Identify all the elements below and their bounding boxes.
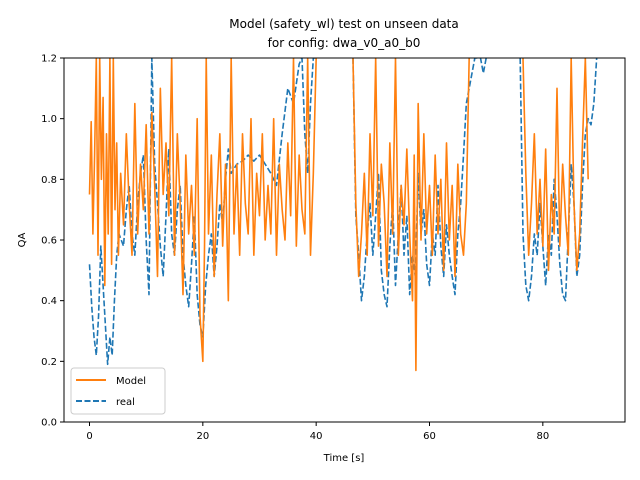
x-axis-label: Time [s] [323, 453, 365, 464]
ticks-layer: 0 20 40 60 80 0.0 0.2 0.4 0.6 0.8 1.0 1.2 [41, 54, 549, 443]
y-tick-label: 1.0 [41, 114, 57, 125]
x-tick-label: 40 [310, 431, 323, 442]
series-line-real [88, 58, 598, 366]
y-tick-label: 0.0 [41, 418, 57, 429]
legend-model-label: Model [116, 376, 146, 387]
chart-title-line-2: for config: dwa_v0_a0_b0 [268, 36, 421, 50]
x-tick-label: 20 [196, 431, 209, 442]
y-tick-label: 0.8 [41, 175, 57, 186]
y-tick-label: 0.2 [41, 357, 57, 368]
y-tick-label: 1.2 [41, 54, 57, 65]
series-layer [88, 58, 598, 372]
y-tick-label: 0.4 [41, 296, 57, 307]
x-tick-label: 60 [423, 431, 436, 442]
plot-frame [63, 57, 626, 423]
y-axis-label: QA [17, 232, 28, 247]
y-tick-label: 0.6 [41, 236, 57, 247]
x-tick-label: 0 [86, 431, 92, 442]
series-line-model [88, 58, 589, 372]
legend: Model real [70, 367, 166, 415]
legend-real-label: real [116, 397, 135, 408]
x-tick-label: 80 [536, 431, 549, 442]
chart-title-line-1: Model (safety_wl) test on unseen data [229, 17, 459, 31]
